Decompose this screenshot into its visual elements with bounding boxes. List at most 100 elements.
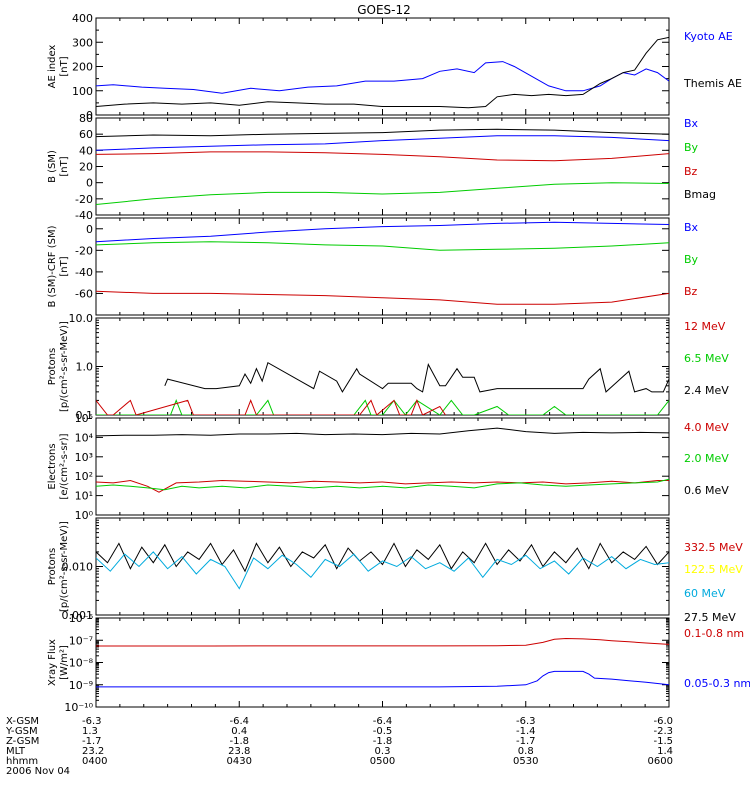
- legend-12-mev: 12 MeV: [684, 320, 726, 333]
- panel-protons_lo: 0.1 1.0 10.0 Protons [p/(cm²-s-sr-MeV)] 12 Me…: [47, 312, 729, 422]
- legend-bz: Bz: [684, 285, 698, 298]
- series-line-bz: [96, 151, 669, 162]
- y-tick-label: 0.1: [76, 409, 94, 422]
- y-axis-label: Protons: [47, 348, 58, 385]
- series-line-4-0-mev: [96, 479, 669, 493]
- y-tick-label: 10⁻¹⁰: [64, 701, 93, 714]
- time-axis-value: -6.3: [516, 716, 536, 727]
- legend-bmag: Bmag: [684, 188, 716, 201]
- legend-0-05-0-3-nm: 0.05-0.3 nm: [684, 677, 750, 690]
- y-tick-label: -20: [75, 193, 93, 206]
- legend-0-6-mev: 0.6 MeV: [684, 484, 729, 497]
- y-tick-label: 10⁻⁸: [69, 657, 94, 670]
- time-axis-row-label: X-GSM: [6, 716, 39, 727]
- series-line-2-4-mev: [164, 361, 669, 393]
- y-axis-label: [p/(cm²-s-sr-MeV)]: [59, 521, 70, 612]
- legend-27-5-mev: 27.5 MeV: [684, 611, 736, 624]
- y-tick-label: 40: [79, 144, 93, 157]
- y-tick-label: 10⁻⁷: [69, 634, 93, 647]
- y-tick-label: 400: [72, 12, 93, 25]
- time-axis-value: 0530: [513, 756, 538, 767]
- time-axis-value: -1.7: [516, 736, 536, 747]
- y-tick-label: 0: [86, 223, 93, 236]
- legend-2-4-mev: 2.4 MeV: [684, 384, 729, 397]
- panel-frame: [95, 17, 670, 116]
- y-tick-label: -40: [75, 266, 93, 279]
- series-line-themis-ae: [96, 36, 669, 109]
- y-tick-label: 10⁰: [75, 509, 94, 522]
- y-tick-label: 60: [79, 128, 93, 141]
- panel-electrons: 10⁰ 10¹ 10² 10³ 10⁴ 10⁵ Electrons [e/(cm²-s-sr)…: [47, 412, 729, 522]
- time-axis-value: 0.3: [375, 746, 391, 757]
- panel-ae: 0 100 200 300 400 AE index [nT] Kyoto AE Themis …: [47, 12, 742, 122]
- panel-frame: [95, 617, 670, 708]
- y-tick-label: -20: [75, 244, 93, 257]
- time-axis-value: 23.8: [228, 746, 250, 757]
- series-line-0-6-mev: [96, 427, 669, 437]
- panel-protons_hi: 0.001 0.010 Protons [p/(cm²-s-sr-MeV)] 332.5…: [47, 517, 743, 624]
- y-tick-label: 10¹: [75, 490, 93, 503]
- legend-by: By: [684, 253, 699, 266]
- y-tick-label: 10⁻⁹: [69, 679, 93, 692]
- y-axis-label: AE index: [47, 45, 58, 89]
- time-axis-value: 1.4: [657, 746, 673, 757]
- y-tick-label: 10.0: [69, 312, 94, 325]
- y-tick-label: 1.0: [76, 361, 94, 374]
- date-label: 2006 Nov 04: [6, 766, 70, 777]
- time-axis-value: -1.4: [516, 726, 536, 737]
- y-axis-label: Xray Flux: [47, 639, 58, 686]
- legend-2-0-mev: 2.0 MeV: [684, 452, 729, 465]
- y-axis-label: [nT]: [59, 56, 70, 76]
- time-axis-value: 0430: [227, 756, 252, 767]
- y-tick-label: 10⁴: [75, 431, 94, 444]
- time-axis-value: -1.5: [653, 736, 673, 747]
- legend-bx: Bx: [684, 117, 699, 130]
- time-axis-value: 0500: [370, 756, 395, 767]
- time-axis-row-label: hhmm: [6, 756, 38, 767]
- series-line-0-1-0-8-nm: [96, 637, 669, 647]
- time-axis-row-label: Z-GSM: [6, 736, 39, 747]
- legend-0-1-0-8-nm: 0.1-0.8 nm: [684, 627, 744, 640]
- panel-frame: [95, 317, 670, 416]
- legend-6-5-mev: 6.5 MeV: [684, 352, 729, 365]
- legend-332-5-mev: 332.5 MeV: [684, 541, 743, 554]
- series-line-bmag: [96, 128, 669, 138]
- panel-frame: [95, 217, 670, 316]
- time-axis-value: -2.3: [653, 726, 673, 737]
- y-tick-label: 200: [72, 61, 93, 74]
- time-axis-value: 0.4: [231, 726, 247, 737]
- series-line-bz: [96, 290, 669, 305]
- y-tick-label: -60: [75, 287, 93, 300]
- y-tick-label: 20: [79, 161, 93, 174]
- y-axis-label: B (SM)-CRF (SM): [47, 225, 58, 307]
- y-tick-label: 0: [86, 109, 93, 122]
- y-tick-label: 10⁵: [75, 412, 93, 425]
- time-axis-annotations: X-GSMY-GSMZ-GSMMLThhmm-6.31.3-1.723.2040…: [5, 716, 673, 777]
- y-tick-label: -40: [75, 209, 93, 222]
- panel-frame: [95, 517, 670, 616]
- y-axis-label: Electrons: [47, 443, 58, 489]
- series-line-2-0-mev: [96, 478, 669, 491]
- y-tick-label: 10³: [75, 451, 93, 464]
- time-axis-value: -6.4: [229, 716, 249, 727]
- time-axis-value: 0400: [82, 756, 107, 767]
- series-line-27-5-mev: [96, 542, 669, 573]
- legend-by: By: [684, 141, 699, 154]
- y-tick-label: 0: [86, 177, 93, 190]
- y-tick-label: 300: [72, 36, 93, 49]
- series-line-bx: [96, 135, 669, 151]
- y-axis-label: B (SM): [47, 150, 58, 183]
- y-tick-label: 80: [79, 112, 93, 125]
- time-axis-value: -6.4: [373, 716, 393, 727]
- y-axis-label: [p/(cm²-s-sr-MeV)]: [59, 321, 70, 412]
- legend-themis-ae: Themis AE: [683, 77, 742, 90]
- y-tick-label: 100: [72, 85, 93, 98]
- time-axis-value: 1.3: [82, 726, 98, 737]
- legend-bx: Bx: [684, 221, 699, 234]
- y-axis-label: Protons: [47, 548, 58, 585]
- time-axis-value: -1.8: [373, 736, 393, 747]
- y-axis-label: [nT]: [59, 256, 70, 276]
- legend-60-mev: 60 MeV: [684, 587, 726, 600]
